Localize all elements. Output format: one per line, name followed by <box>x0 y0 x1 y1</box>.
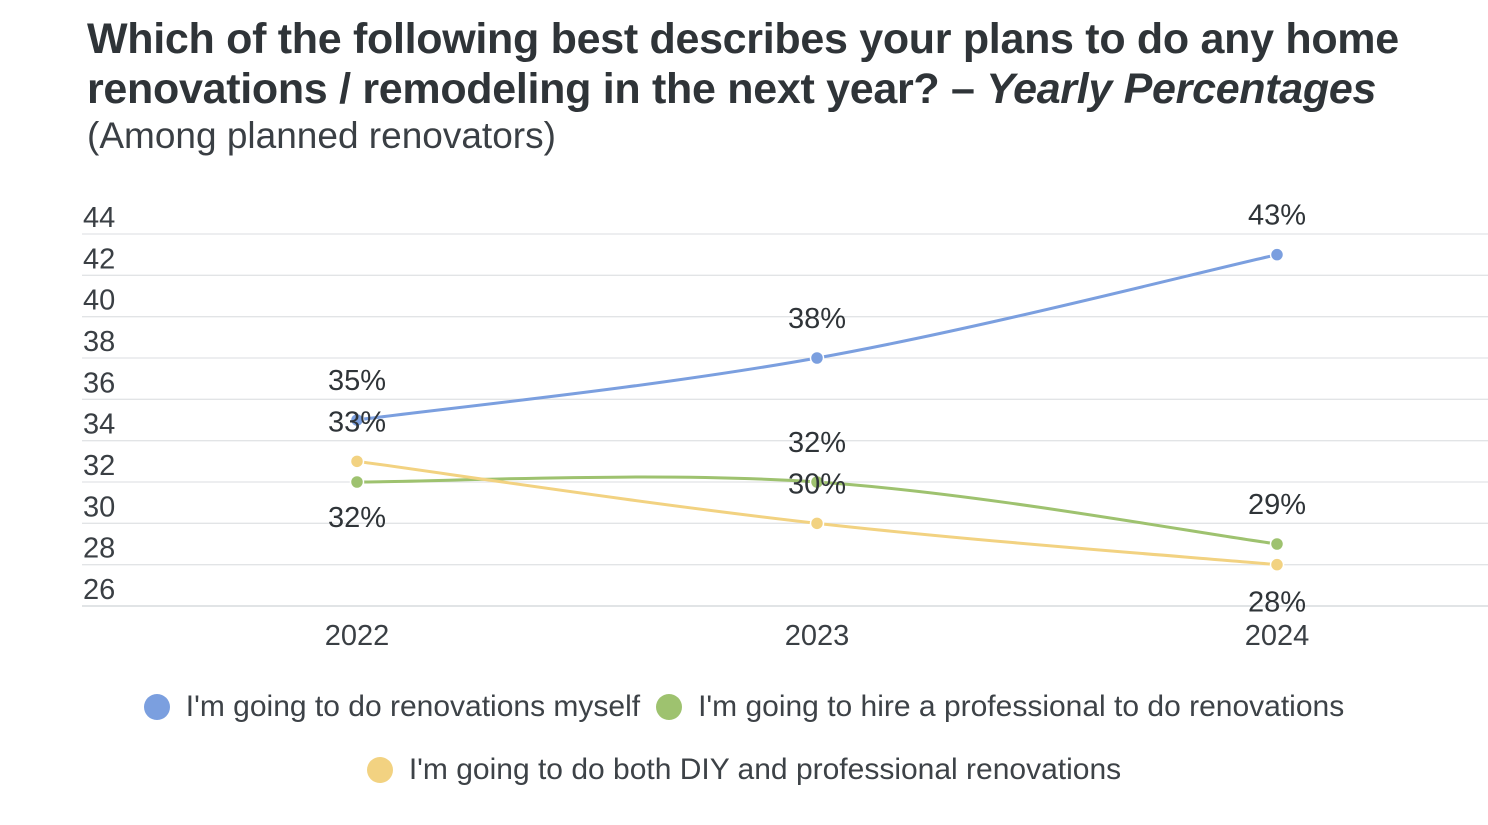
legend-row-1: I'm going to do renovations myself I'm g… <box>0 690 1488 724</box>
y-tick-label-36: 36 <box>83 367 115 399</box>
x-tick-label-2023: 2023 <box>785 620 850 652</box>
y-tick-label-44: 44 <box>83 202 115 234</box>
chart-title-italic: Yearly Percentages <box>986 65 1377 113</box>
y-tick-label-32: 32 <box>83 450 115 482</box>
point-professional-2023 <box>809 474 825 490</box>
x-tick-label-2022: 2022 <box>325 620 390 652</box>
y-tick-label-42: 42 <box>83 243 115 275</box>
data-label-myself-2022: 35% <box>328 365 386 397</box>
data-label-myself-2024: 43% <box>1248 200 1306 232</box>
legend-marker-professional <box>656 694 683 720</box>
y-tick-label-38: 38 <box>83 326 115 358</box>
chart-title-main: Which of the following best describes yo… <box>87 15 1399 113</box>
legend-row-2: I'm going to do both DIY and professiona… <box>0 753 1488 787</box>
chart-subtitle: (Among planned renovators) <box>87 115 556 156</box>
point-both-2023 <box>809 516 825 531</box>
y-tick-label-30: 30 <box>83 491 115 523</box>
y-tick-label-28: 28 <box>83 533 115 565</box>
point-myself-2022 <box>349 412 365 428</box>
point-professional-2022 <box>349 474 365 490</box>
data-label-professional-2024: 29% <box>1248 489 1306 521</box>
data-label-professional-2022: 32% <box>328 502 386 534</box>
legend-item-both: I'm going to do both DIY and professiona… <box>366 753 1122 787</box>
series-line-myself <box>356 253 1278 422</box>
point-both-2024 <box>1269 557 1285 572</box>
data-label-both-2024: 28% <box>1248 587 1306 619</box>
legend-marker-both <box>366 757 393 783</box>
y-tick-label-40: 40 <box>83 285 115 317</box>
y-tick-label-34: 34 <box>83 409 115 441</box>
legend-item-myself: I'm going to do renovations myself <box>143 690 641 724</box>
legend-label-both: I'm going to do both DIY and professiona… <box>408 753 1122 786</box>
legend-label-professional: I'm going to hire a professional to do r… <box>698 690 1345 723</box>
data-label-myself-2023: 38% <box>788 303 846 335</box>
data-label-both-2022: 33% <box>328 406 386 438</box>
data-label-both-2023: 30% <box>788 468 846 500</box>
point-myself-2024 <box>1269 247 1285 262</box>
chart-title: Which of the following best describes yo… <box>87 14 1467 114</box>
point-both-2022 <box>349 454 365 469</box>
legend-marker-myself <box>143 694 170 720</box>
point-myself-2023 <box>809 350 825 366</box>
data-label-professional-2023: 32% <box>788 427 846 459</box>
x-tick-label-2024: 2024 <box>1245 620 1310 652</box>
y-tick-label-26: 26 <box>83 574 115 606</box>
legend-item-professional: I'm going to hire a professional to do r… <box>656 690 1344 724</box>
point-professional-2024 <box>1269 536 1285 552</box>
legend-label-myself: I'm going to do renovations myself <box>185 690 641 723</box>
